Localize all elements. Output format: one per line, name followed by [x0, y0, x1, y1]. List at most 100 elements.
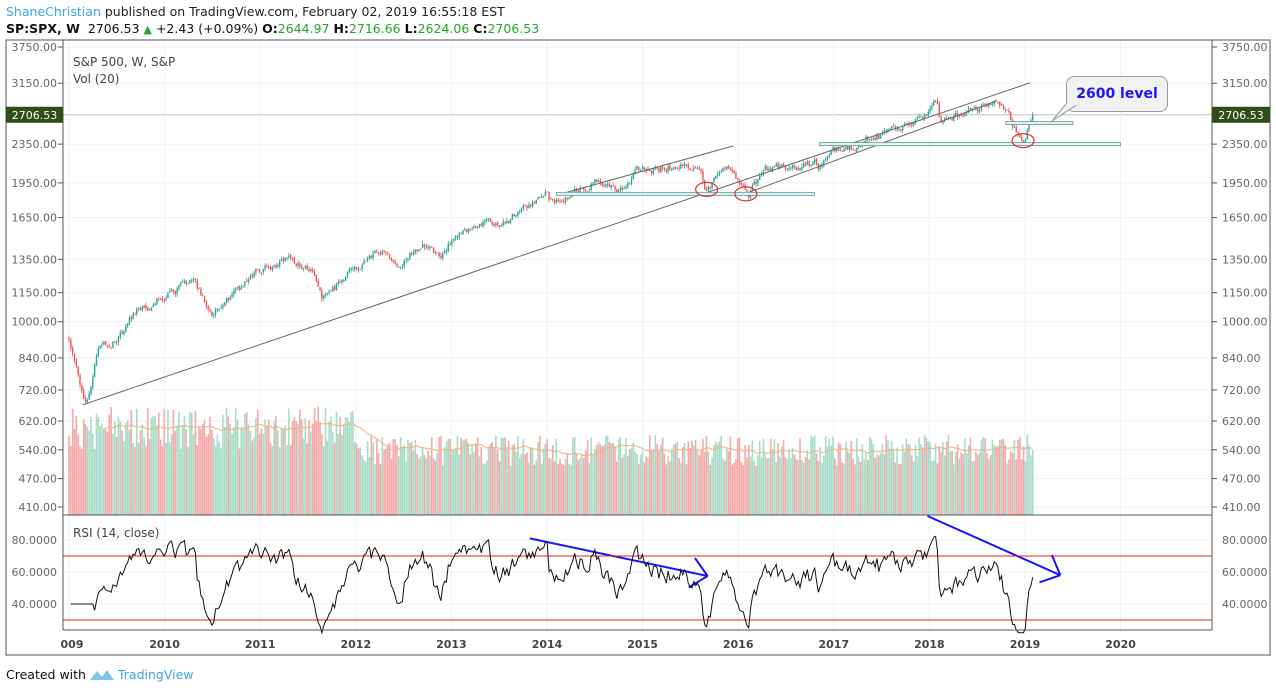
volume-bar	[522, 438, 525, 515]
annotation-callout[interactable]: 2600 level	[1066, 76, 1168, 112]
candle-body	[456, 236, 459, 238]
volume-bar	[707, 451, 710, 515]
volume-bar	[429, 455, 431, 515]
volume-bar	[474, 443, 477, 515]
candle-body	[268, 267, 270, 268]
volume-bar	[401, 446, 404, 515]
volume-bar	[119, 421, 122, 515]
volume-bar	[487, 446, 490, 515]
candle-body	[249, 275, 252, 279]
candle-body	[557, 199, 559, 202]
price-tick-label: 1350.00	[1222, 253, 1268, 266]
volume-bar	[304, 418, 307, 515]
candle-body	[92, 376, 94, 388]
volume-bar	[779, 456, 781, 515]
candle-body	[1026, 130, 1028, 140]
volume-bar	[339, 416, 341, 515]
volume-bar	[416, 454, 418, 515]
volume-bar	[954, 451, 957, 515]
candle-body	[121, 331, 123, 334]
volume-bar	[791, 448, 794, 515]
volume-bar	[368, 457, 371, 515]
candle-body	[112, 341, 114, 347]
volume-bar	[410, 441, 413, 515]
volume-bar	[757, 454, 759, 515]
candle-body	[553, 200, 556, 203]
candle-body	[392, 260, 394, 262]
candle-body	[733, 171, 735, 173]
volume-bar	[295, 421, 297, 515]
volume-bar	[991, 439, 994, 515]
author-link[interactable]: ShaneChristian	[6, 4, 101, 19]
volume-bar	[551, 444, 554, 515]
volume-bar	[760, 457, 763, 515]
candle-body	[1030, 120, 1032, 122]
volume-bar	[647, 457, 649, 515]
candle-body	[689, 168, 691, 170]
candle-body	[286, 257, 288, 259]
volume-bar	[214, 446, 217, 515]
candle-body	[365, 260, 367, 262]
volume-bar	[500, 437, 503, 515]
price-tick-label: 540.00	[19, 444, 58, 457]
candle-body	[225, 298, 228, 303]
candle-body	[489, 218, 492, 222]
volume-bar	[537, 441, 539, 515]
volume-bar	[612, 442, 614, 515]
volume-bar	[641, 450, 644, 515]
volume-bar	[859, 462, 862, 515]
candle-body	[191, 279, 193, 281]
candle-body	[480, 224, 482, 227]
volume-bar	[850, 441, 853, 515]
volume-bar	[769, 438, 772, 515]
volume-bar	[755, 465, 757, 515]
candle-body	[738, 180, 741, 184]
volume-bar	[482, 463, 484, 515]
volume-bar	[132, 443, 134, 515]
volume-bar	[70, 445, 72, 515]
time-tick-label: 2011	[245, 638, 276, 651]
volume-bar	[79, 446, 81, 515]
volume-bar	[810, 435, 812, 515]
candle-body	[154, 303, 156, 306]
volume-bar	[1022, 446, 1025, 515]
candle-body	[454, 236, 457, 240]
volume-bar	[361, 455, 363, 515]
candle-body	[759, 175, 761, 180]
volume-bar	[854, 464, 856, 515]
volume-bar	[146, 407, 149, 515]
candle-body	[167, 293, 169, 298]
volume-bar	[236, 419, 239, 515]
candle-body	[508, 221, 510, 223]
candle-body	[487, 218, 490, 220]
volume-bar	[579, 458, 581, 515]
volume-bar	[311, 423, 314, 515]
rsi-tick-label: 80.0000	[1222, 534, 1268, 547]
volume-bar	[502, 437, 505, 515]
volume-bar	[112, 433, 114, 515]
candle-body	[672, 167, 675, 170]
tradingview-link[interactable]: TradingView	[117, 667, 194, 682]
volume-bar	[896, 447, 898, 515]
volume-bar	[1026, 434, 1029, 515]
candle-body	[625, 186, 627, 189]
volume-bar	[949, 451, 952, 515]
candle-body	[889, 129, 891, 130]
volume-bar	[903, 451, 906, 515]
volume-bar	[678, 458, 680, 515]
candle-body	[533, 202, 536, 204]
candle-body	[526, 205, 528, 208]
candle-body	[520, 208, 523, 211]
circled-low	[695, 181, 719, 198]
volume-bar	[293, 416, 296, 515]
volume-bar	[430, 437, 433, 515]
volume-bar	[90, 416, 92, 515]
candle-body	[660, 166, 662, 173]
volume-bar	[868, 436, 871, 515]
candle-body	[434, 251, 437, 254]
candle-body	[326, 292, 329, 294]
outer-border	[5, 39, 1271, 656]
volume-bar	[528, 462, 530, 515]
open-label: O:	[262, 21, 278, 36]
